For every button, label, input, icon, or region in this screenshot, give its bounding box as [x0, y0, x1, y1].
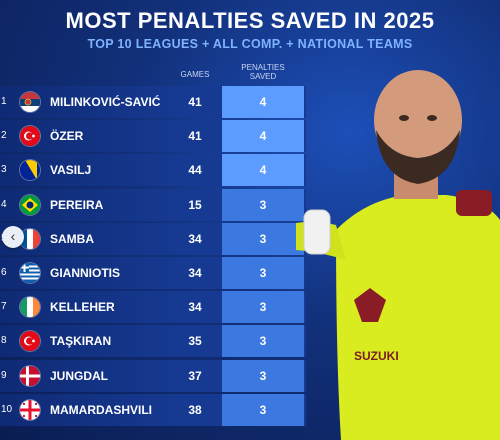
page-title: MOST PENALTIES SAVED IN 2025 [65, 8, 435, 33]
player-name: VASILJ [50, 163, 92, 178]
rank-number: 6 [1, 267, 7, 278]
table-row: 5SAMBA343 [0, 222, 306, 255]
player-name: GIANNIOTIS [50, 266, 121, 280]
ireland-flag-icon [20, 297, 40, 318]
games-value: 15 [188, 197, 202, 212]
rank-number: 1 [1, 96, 7, 107]
page-subtitle: TOP 10 LEAGUES + ALL COMP. + NATIONAL TE… [87, 37, 413, 51]
sponsor-text: SUZUKI [354, 349, 399, 363]
penalties-saved-value: 3 [222, 393, 304, 426]
goalkeeper-photo: SUZUKI [296, 70, 500, 440]
games-value: 35 [188, 334, 202, 349]
brazil-flag-icon [20, 194, 40, 215]
table-row: 1 MILINKOVIĆ-SAVIĆ 41 4 [0, 86, 306, 118]
georgia-flag-icon [20, 399, 40, 420]
games-value: 41 [188, 129, 202, 144]
rank-number: 8 [1, 335, 7, 347]
player-name: TAŞKIRAN [50, 334, 112, 349]
penalties-saved-value: 3 [222, 188, 304, 221]
games-column-header: GAMES [180, 70, 210, 79]
serbia-flag-icon [20, 92, 40, 112]
table-row: 8 TAŞKIRAN 35 3 [0, 325, 306, 358]
saved-header-line1: PENALTIES [241, 63, 285, 72]
bosnia-flag-icon [20, 160, 40, 181]
rank-number: 2 [1, 130, 7, 142]
denmark-flag-icon [20, 365, 40, 386]
player-name: ÖZER [50, 129, 84, 144]
rank-number: 7 [1, 301, 7, 313]
rank-number: 3 [1, 164, 7, 176]
penalties-saved-value: 3 [222, 325, 304, 358]
table-row: 10 MAMARDASHVILI 38 3 [0, 393, 306, 426]
games-value: 41 [188, 95, 202, 109]
turkey-flag-icon [20, 331, 40, 352]
penalties-saved-value: 4 [222, 86, 304, 118]
table-row: 7 KELLEHER 34 3 [0, 291, 306, 324]
turkey-flag-icon [20, 126, 40, 147]
greece-flag-icon [20, 263, 40, 283]
rank-number: 4 [1, 198, 7, 210]
saved-column-header: PENALTIES SAVED [222, 63, 304, 81]
table-row: 3 VASILJ 44 4 [0, 154, 306, 187]
penalties-saved-value: 3 [222, 257, 304, 289]
games-value: 37 [188, 368, 202, 383]
back-button[interactable]: ‹ [2, 226, 24, 248]
penalties-saved-value: 3 [222, 291, 304, 324]
games-value: 34 [188, 266, 202, 280]
games-value: 38 [188, 402, 202, 417]
table-row: 6 GIANNIOTIS 34 3 [0, 257, 306, 289]
chevron-left-icon: ‹ [10, 228, 16, 244]
games-value: 34 [188, 300, 202, 315]
player-name: SAMBA [50, 231, 94, 246]
penalties-saved-value: 3 [222, 359, 304, 392]
rank-number: 10 [1, 403, 13, 415]
player-name: PEREIRA [50, 197, 104, 212]
games-value: 44 [188, 163, 202, 178]
table-row: 9 JUNGDAL 37 3 [0, 359, 306, 392]
player-name: KELLEHER [50, 300, 115, 315]
table-row: 4 PEREIRA 15 3 [0, 188, 306, 221]
games-value: 34 [188, 231, 202, 246]
rank-number: 9 [1, 369, 7, 381]
penalties-saved-value: 4 [222, 154, 304, 187]
player-name: MILINKOVIĆ-SAVIĆ [50, 95, 161, 109]
player-name: JUNGDAL [50, 368, 109, 383]
saved-header-line2: SAVED [249, 72, 277, 81]
penalties-saved-value: 4 [222, 120, 304, 153]
penalties-saved-value: 3 [222, 222, 304, 255]
player-name: MAMARDASHVILI [50, 402, 152, 417]
table-row: 2 ÖZER 41 4 [0, 120, 306, 153]
